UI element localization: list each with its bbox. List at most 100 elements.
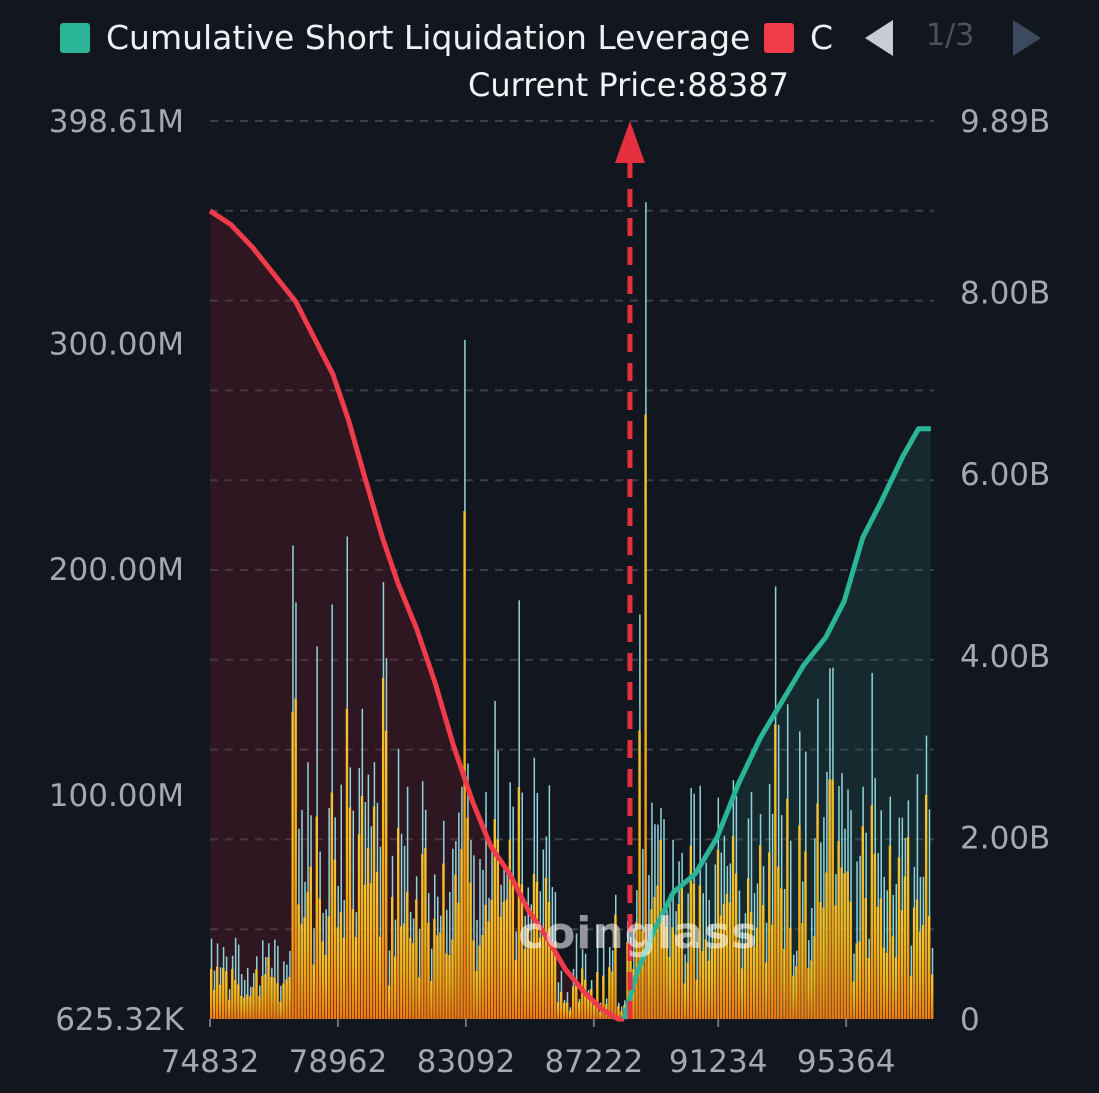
bar-lower (906, 837, 910, 1019)
bar-upper (286, 964, 288, 980)
bar-lower (222, 968, 225, 1019)
legend-item-long[interactable]: C (764, 18, 833, 57)
bar-lower (342, 937, 346, 1019)
bar-lower (584, 979, 587, 1019)
bar-lower (336, 927, 340, 1019)
bar-upper (280, 985, 282, 1002)
bar-upper (699, 785, 701, 886)
bar-lower (759, 845, 762, 1019)
legend-item-short[interactable]: Cumulative Short Liquidation Leverage (60, 18, 750, 57)
bar-lower (885, 952, 889, 1019)
bar-lower (418, 977, 421, 1019)
y-left-tick-label: 100.00M (49, 778, 184, 814)
bar-upper (228, 989, 231, 1000)
bar-lower (282, 983, 285, 1019)
bar-upper (298, 828, 300, 905)
next-page-icon[interactable] (1008, 16, 1048, 60)
bar-upper (693, 793, 695, 884)
bar-upper (584, 953, 587, 980)
bar-upper (669, 893, 671, 957)
bar-lower (547, 901, 551, 1019)
bar-lower (517, 786, 521, 1019)
bar-upper (406, 786, 409, 892)
bar-upper (421, 781, 424, 855)
bar-lower (768, 852, 771, 1019)
y-right-tick-label: 4.00B (960, 639, 1050, 675)
bar-upper (373, 762, 376, 807)
bar-lower (333, 859, 337, 1019)
bar-upper (310, 815, 312, 867)
bar-lower (786, 798, 789, 1019)
bar-lower (412, 943, 415, 1019)
bar-lower (665, 926, 668, 1019)
bar-lower (421, 854, 424, 1019)
bar-upper (216, 943, 219, 967)
bar-upper (409, 911, 412, 938)
bar-lower (234, 979, 237, 1019)
bar-lower (439, 932, 442, 1019)
bar-lower (267, 957, 270, 1019)
bar-upper (367, 774, 370, 848)
bar-lower (237, 984, 240, 1019)
bar-lower (430, 980, 433, 1019)
bar-lower (487, 921, 490, 1019)
bar-upper (789, 840, 792, 928)
bar-lower (309, 866, 312, 1019)
bar-lower (514, 959, 518, 1019)
bar-upper (614, 894, 617, 915)
y-axis-left: 398.61M 300.00M 200.00M 100.00M 625.32K (49, 104, 185, 1038)
bar-lower (843, 873, 846, 1019)
prev-page-icon[interactable] (860, 16, 900, 60)
y-right-tick-label: 9.89B (960, 104, 1050, 140)
bar-upper (521, 792, 523, 885)
bar-lower (372, 806, 376, 1019)
bar-lower (454, 874, 457, 1019)
bar-upper (639, 614, 641, 731)
bar-upper (636, 890, 638, 923)
legend-pager: 1/3 (860, 16, 1050, 60)
bar-lower (734, 873, 738, 1019)
bar-lower (375, 871, 379, 1019)
bar-upper (618, 1002, 620, 1007)
series-line-long (208, 208, 625, 1022)
bar-upper (219, 967, 222, 985)
bar-lower (719, 915, 723, 1019)
bar-upper (771, 813, 774, 925)
bar-lower (451, 939, 454, 1019)
bar-lower (713, 931, 717, 1019)
bar-upper (880, 810, 882, 899)
current-price-label: Current Price:88387 (468, 66, 789, 104)
bar-upper (705, 862, 707, 940)
bar-upper (340, 784, 342, 912)
x-tick-label: 78962 (289, 1044, 388, 1080)
bar-lower (602, 975, 605, 1019)
bar-upper (883, 876, 885, 948)
bar-upper (530, 904, 533, 942)
bar-upper (901, 817, 904, 910)
bar-upper (672, 839, 674, 928)
bar-lower (400, 926, 403, 1019)
bar-lower (484, 904, 487, 1019)
bar-lower (544, 877, 548, 1019)
watermark-logo: coinglass (518, 908, 758, 959)
bar-lower (529, 941, 533, 1019)
bar-lower (481, 935, 484, 1019)
bar-upper (859, 855, 861, 942)
bar-lower (828, 779, 831, 1019)
bar-lower (550, 948, 554, 1019)
bar-upper (557, 982, 560, 1003)
bar-upper (415, 876, 418, 900)
bar-upper (497, 750, 499, 840)
bar-lower (888, 845, 892, 1019)
bar-lower (490, 899, 493, 1019)
bar-upper (388, 950, 391, 986)
bar-lower (270, 976, 273, 1019)
bar-lower (442, 863, 445, 1019)
bar-upper (461, 786, 463, 850)
bar-lower (505, 899, 509, 1019)
bar-upper (524, 916, 526, 950)
bar-upper (895, 884, 898, 958)
bar-upper (509, 782, 511, 840)
x-axis: 74832 78962 83092 87222 91234 95364 (161, 1019, 895, 1080)
bar-upper (358, 767, 361, 835)
